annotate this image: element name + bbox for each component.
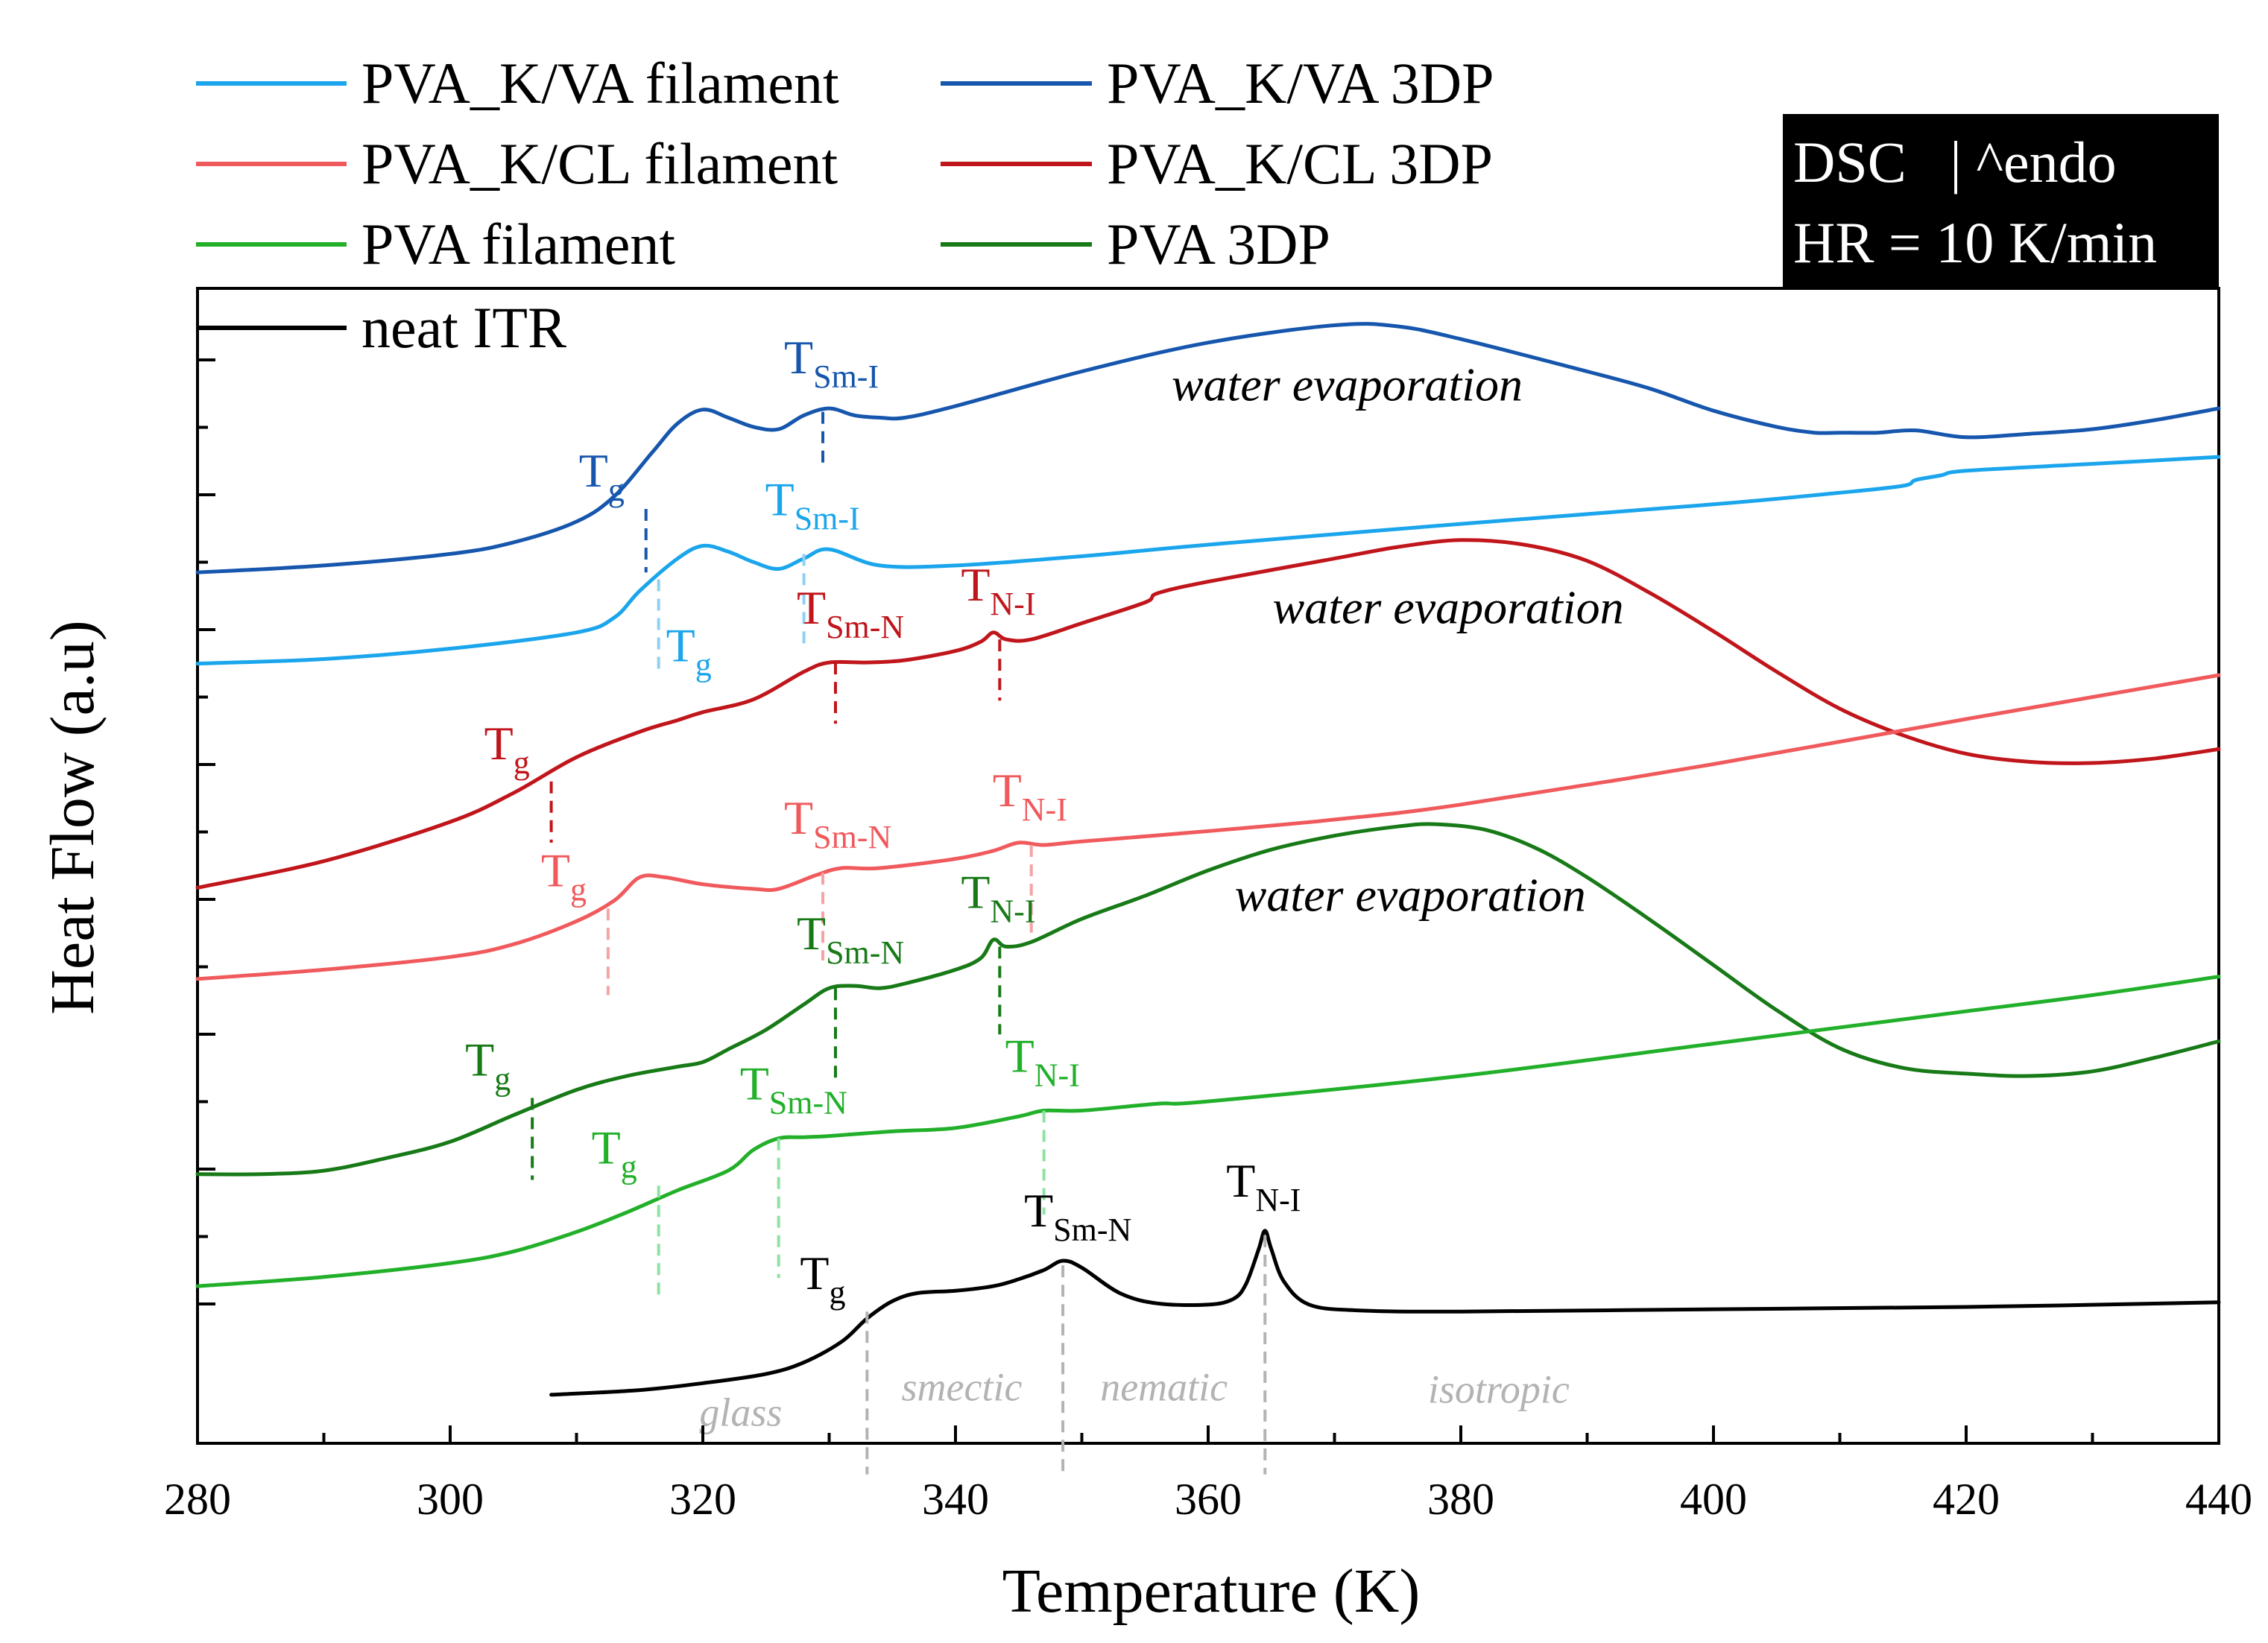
legend-label-itr: neat ITR: [361, 295, 566, 360]
marker-label-pva_fil-tni-sub: N-I: [1035, 1057, 1080, 1094]
marker-label-pva_fil-tsmn: TSm-N: [740, 1057, 847, 1121]
axis-ticks: 280 300 320 340 360 380 400 420 440: [164, 358, 2252, 1524]
marker-label-pva_3dp-tsmn-main: T: [797, 907, 826, 960]
info-box: DSC | ^endo HR = 10 K/min: [1783, 114, 2219, 287]
marker-label-pva_3dp-tsmn-sub: Sm-N: [826, 934, 904, 971]
marker-label-pva_kcl_fil-tg-main: T: [541, 843, 570, 896]
marker-label-pva_3dp-tni-main: T: [961, 865, 990, 918]
series-line-pva_fil: [195, 975, 2221, 1288]
marker-label-pva_kcl_3dp-tni: TN-I: [961, 558, 1035, 622]
series-line-pva_kcl_3dp: [195, 538, 2221, 890]
marker-label-itr-tni-sub: N-I: [1255, 1182, 1301, 1218]
marker-label-pva_kva_fil-tsmi: TSm-I: [765, 472, 860, 536]
x-tick-label-420: 420: [1933, 1475, 2000, 1524]
phase-label-nematic: nematic: [1100, 1365, 1228, 1410]
marker-label-itr-tg: Tg: [800, 1247, 845, 1311]
info-box-background: [1783, 114, 2219, 287]
marker-label-pva_kcl_3dp-tni-sub: N-I: [990, 586, 1035, 622]
marker-label-pva_kcl_3dp-tg: Tg: [484, 717, 530, 781]
marker-label-itr-tsmn-main: T: [1024, 1184, 1053, 1237]
marker-label-pva_3dp-tsmn: TSm-N: [797, 907, 904, 971]
phase-label-smectic: smectic: [902, 1365, 1023, 1410]
x-tick-label-320: 320: [669, 1475, 736, 1524]
marker-label-pva_kcl_fil-tni-sub: N-I: [1022, 791, 1067, 828]
marker-label-pva_3dp-tni: TN-I: [961, 865, 1035, 929]
marker-label-pva_3dp-tni-sub: N-I: [990, 893, 1035, 929]
marker-label-pva_kva_3dp-tsmi-sub: Sm-I: [813, 358, 879, 395]
water-evaporation-label-pva_3dp: water evaporation: [1235, 868, 1586, 921]
marker-label-pva_fil-tni-main: T: [1005, 1030, 1035, 1083]
marker-label-pva_fil-tg-main: T: [592, 1121, 621, 1174]
marker-label-itr-tg-sub: g: [829, 1274, 845, 1311]
marker-label-pva_kcl_fil-tsmn-sub: Sm-N: [813, 819, 891, 855]
x-tick-label-360: 360: [1175, 1475, 1242, 1524]
info-box-line-2: HR = 10 K/min: [1793, 210, 2157, 275]
marker-label-pva_3dp-tg-main: T: [465, 1033, 494, 1086]
marker-label-pva_kcl_3dp-tsmn-main: T: [797, 581, 826, 634]
series-line-itr: [549, 1229, 2221, 1397]
legend: PVA_K/VA filament PVA_K/VA 3DP PVA_K/CL fi…: [196, 51, 1494, 360]
x-tick-label-340: 340: [922, 1475, 989, 1524]
legend-label-pva_kva_fil: PVA_K/VA filament: [361, 51, 839, 115]
marker-label-pva_kva_3dp-tsmi-main: T: [784, 331, 813, 384]
x-tick-label-400: 400: [1680, 1475, 1747, 1524]
phase-label-glass: glass: [699, 1390, 782, 1435]
legend-label-pva_kva_3dp: PVA_K/VA 3DP: [1107, 51, 1494, 115]
marker-label-pva_fil-tg: Tg: [592, 1121, 637, 1185]
x-axis-label: Temperature (K): [1002, 1557, 1421, 1626]
info-box-line-1: DSC | ^endo: [1793, 130, 2117, 194]
marker-label-itr-tni: TN-I: [1226, 1154, 1301, 1218]
marker-label-pva_kcl_3dp-tg-main: T: [484, 717, 514, 770]
marker-label-pva_kcl_3dp-tsmn-sub: Sm-N: [826, 609, 904, 645]
marker-label-pva_kcl_fil-tni-main: T: [993, 764, 1022, 817]
marker-label-pva_kva_fil-tsmi-sub: Sm-I: [795, 500, 860, 536]
marker-label-pva_kcl_fil-tni: TN-I: [993, 764, 1067, 828]
legend-label-pva_kcl_3dp: PVA_K/CL 3DP: [1107, 131, 1493, 196]
annotation-layer: TgTSm-ITgTSm-ITgTSm-NTN-ITgTSm-NTN-ITgTS…: [465, 331, 1624, 1475]
x-tick-label-300: 300: [417, 1475, 484, 1524]
marker-label-pva_fil-tsmn-sub: Sm-N: [769, 1085, 847, 1121]
marker-label-pva_fil-tni: TN-I: [1005, 1030, 1080, 1094]
marker-label-pva_kva_fil-tg-main: T: [666, 619, 695, 672]
marker-label-pva_kva_fil-tg-sub: g: [695, 647, 712, 683]
marker-label-itr-tg-main: T: [800, 1247, 829, 1299]
marker-label-pva_fil-tsmn-main: T: [740, 1057, 769, 1110]
marker-label-pva_kva_fil-tsmi-main: T: [765, 472, 795, 525]
water-evaporation-label-pva_kcl_3dp: water evaporation: [1273, 580, 1624, 633]
marker-label-pva_3dp-tg: Tg: [465, 1033, 511, 1097]
marker-label-itr-tsmn: TSm-N: [1024, 1184, 1131, 1248]
marker-label-pva_kva_3dp-tg-main: T: [579, 444, 608, 497]
marker-label-pva_kva_3dp-tg-sub: g: [608, 472, 625, 508]
series-layer: [195, 322, 2221, 1397]
series-line-pva_3dp: [195, 822, 2221, 1177]
marker-label-pva_kcl_fil-tsmn-main: T: [784, 791, 813, 844]
marker-label-pva_kva_3dp-tg: Tg: [579, 444, 625, 508]
series-line-pva_kva_3dp: [195, 322, 2221, 574]
x-tick-label-280: 280: [164, 1475, 231, 1524]
phase-label-isotropic: isotropic: [1428, 1367, 1570, 1412]
marker-label-itr-tsmn-sub: Sm-N: [1053, 1212, 1131, 1248]
water-evaporation-label-pva_kva_3dp: water evaporation: [1172, 358, 1523, 411]
marker-label-itr-tni-main: T: [1226, 1154, 1255, 1207]
legend-label-pva_fil: PVA filament: [361, 212, 675, 276]
marker-label-pva_kva_fil-tg: Tg: [666, 619, 712, 683]
marker-label-pva_kcl_3dp-tni-main: T: [961, 558, 990, 611]
legend-label-pva_kcl_fil: PVA_K/CL filament: [361, 131, 838, 196]
marker-label-pva_kcl_fil-tg-sub: g: [570, 871, 587, 908]
marker-label-pva_kcl_fil-tg: Tg: [541, 843, 587, 908]
marker-label-pva_kcl_3dp-tg-sub: g: [514, 744, 530, 781]
x-tick-label-440: 440: [2185, 1475, 2252, 1524]
y-axis-label: Heat Flow (a.u): [38, 620, 107, 1015]
marker-label-pva_fil-tg-sub: g: [621, 1148, 637, 1185]
marker-label-pva_kva_3dp-tsmi: TSm-I: [784, 331, 879, 395]
series-line-pva_kva_fil: [195, 455, 2221, 666]
x-tick-label-380: 380: [1427, 1475, 1494, 1524]
series-line-pva_kcl_fil: [195, 673, 2221, 981]
marker-label-pva_kcl_fil-tsmn: TSm-N: [784, 791, 891, 855]
marker-label-pva_3dp-tg-sub: g: [494, 1060, 511, 1097]
marker-label-pva_kcl_3dp-tsmn: TSm-N: [797, 581, 904, 645]
legend-label-pva_3dp: PVA 3DP: [1107, 212, 1330, 276]
